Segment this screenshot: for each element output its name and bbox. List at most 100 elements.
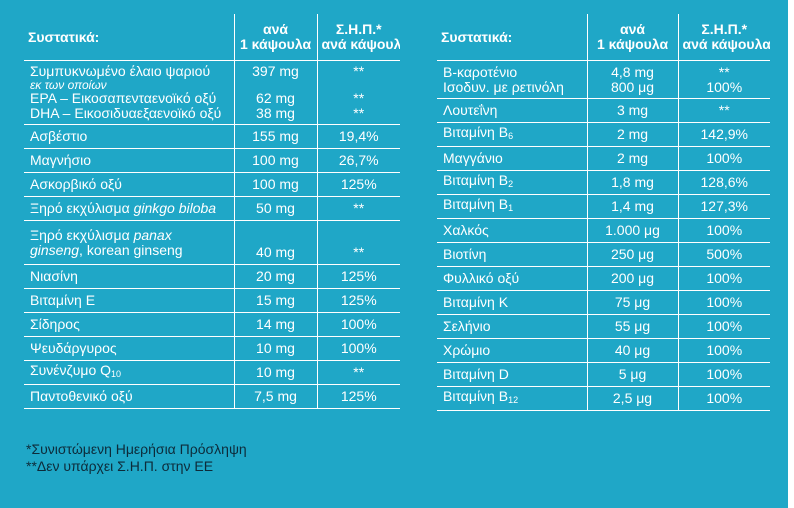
ingredient-name: Συμπυκνωμένο έλαιο ψαριού εκ των οποίων … xyxy=(24,60,235,125)
ingredient-name: Βιταμίνη Ε xyxy=(24,288,235,313)
ingredient-name: Βιταμίνη B12 xyxy=(437,386,588,411)
rda-cell: 500% xyxy=(678,242,770,267)
fish-oil-amount: 397 mg xyxy=(252,63,299,79)
ingredient-name: Ψευδάργυρος xyxy=(24,336,235,361)
vitamin-b12-subscript: 12 xyxy=(508,395,519,405)
ingredients-header: Συστατικά: xyxy=(24,14,235,61)
ingredient-name: Μαγνήσιο xyxy=(24,148,235,173)
table-row: Βιταμίνη B12 2,5 μg 100% xyxy=(437,386,770,411)
table-row: Συνένζυμο Q10 10 mg ** xyxy=(24,360,400,385)
ingredient-name: Φυλλικό οξύ xyxy=(437,266,588,291)
page-edge xyxy=(788,0,794,508)
ingredient-name: Συνένζυμο Q10 xyxy=(24,360,235,385)
amount-cell: 155 mg xyxy=(234,124,318,149)
amount-cell: 250 μg xyxy=(587,242,679,267)
rda-cell: ** xyxy=(317,220,400,265)
amount-cell: 40 μg xyxy=(587,338,679,363)
table-row: Φυλλικό οξύ 200 μg 100% xyxy=(437,266,770,291)
dha-rda: ** xyxy=(353,105,365,121)
rda-cell: 100% xyxy=(678,290,770,315)
amount-cell: 2 mg xyxy=(587,122,679,147)
rda-cell: ** 100% xyxy=(678,60,770,99)
ginseng-label-line2-italic: ginseng xyxy=(30,241,80,258)
table-row: Ξηρό εκχύλισμα ginkgo biloba 50 mg ** xyxy=(24,196,400,221)
fish-oil-label: Συμπυκνωμένο έλαιο ψαριού xyxy=(30,63,211,79)
table-row: Χαλκός 1.000 μg 100% xyxy=(437,218,770,243)
rda-cell: 26,7% xyxy=(317,148,400,173)
table-row: Παντοθενικό οξύ 7,5 mg 125% xyxy=(24,384,400,409)
retinol-equiv-label: Ισοδυν. με ρετινόλη xyxy=(443,78,564,95)
amount-cell: 20 mg xyxy=(234,264,318,289)
ingredient-name: Μαγγάνιο xyxy=(437,146,588,171)
rda-cell: 100% xyxy=(678,266,770,291)
rda-cell: ** ** ** xyxy=(317,60,400,125)
rda-cell: 100% xyxy=(317,312,400,337)
fish-oil-note: εκ των οποίων xyxy=(30,78,107,92)
table-row: Βιταμίνη D 5 μg 100% xyxy=(437,362,770,387)
vitamin-b12-label: Βιταμίνη B xyxy=(443,388,509,404)
ginkgo-label-italic: ginkgo biloba xyxy=(133,200,217,216)
rda-cell: ** xyxy=(317,360,400,385)
beta-carotene-label: Β-καροτένιο xyxy=(443,63,518,80)
nutrition-table-right: Συστατικά: ανά 1 κάψουλα Σ.Η.Π.* ανά κάψ… xyxy=(437,14,770,411)
amount-cell: 2,5 μg xyxy=(587,386,679,411)
amount-cell: 1.000 μg xyxy=(587,218,679,243)
amount-cell: 75 μg xyxy=(587,290,679,315)
per-capsule-header-line1: ανά xyxy=(620,21,645,37)
vitamin-b1-label: Βιταμίνη B xyxy=(443,196,509,212)
per-capsule-header-line1: ανά xyxy=(263,21,288,37)
table-row: Χρώμιο 40 μg 100% xyxy=(437,338,770,363)
table-row: Λουτεΐνη 3 mg ** xyxy=(437,98,770,123)
retinol-equiv-amount: 800 μg xyxy=(610,78,655,95)
rda-cell: 100% xyxy=(678,146,770,171)
table-row: Β-καροτένιο Ισοδυν. με ρετινόλη 4,8 mg 8… xyxy=(437,60,770,99)
ginseng-label-italic: panax xyxy=(133,226,172,243)
ingredient-name: Ξηρό εκχύλισμα panax ginseng, korean gin… xyxy=(24,220,235,265)
amount-cell: 3 mg xyxy=(587,98,679,123)
epa-amount: 62 mg xyxy=(256,90,295,106)
amount-cell: 4,8 mg 800 μg xyxy=(587,60,679,99)
amount-cell: 5 μg xyxy=(587,362,679,387)
rda-cell: 125% xyxy=(317,384,400,409)
ingredient-name: Βιταμίνη Κ xyxy=(437,290,588,315)
ingredient-name: Βιταμίνη B1 xyxy=(437,194,588,219)
amount-cell: 397 mg 62 mg 38 mg xyxy=(234,60,318,125)
retinol-equiv-rda: 100% xyxy=(706,78,743,95)
rda-cell: 125% xyxy=(317,172,400,197)
table-row: Ασβέστιο 155 mg 19,4% xyxy=(24,124,400,149)
ingredient-name: Νιασίνη xyxy=(24,264,235,289)
rda-cell: 127,3% xyxy=(678,194,770,219)
table-header-row: Συστατικά: ανά 1 κάψουλα Σ.Η.Π.* ανά κάψ… xyxy=(437,14,770,61)
rda-header: Σ.Η.Π.* ανά κάψουλα xyxy=(317,14,400,61)
ingredient-name: Λουτεΐνη xyxy=(437,98,588,123)
rda-cell: 100% xyxy=(678,338,770,363)
per-capsule-header: ανά 1 κάψουλα xyxy=(587,14,679,61)
ingredient-name: Χαλκός xyxy=(437,218,588,243)
rda-cell: 100% xyxy=(678,362,770,387)
ingredient-name: Βιταμίνη D xyxy=(437,362,588,387)
table-row: Βιοτίνη 250 μg 500% xyxy=(437,242,770,267)
footnote-rda: *Συνιστώμενη Ημερήσια Πρόσληψη xyxy=(26,441,247,457)
rda-cell: 19,4% xyxy=(317,124,400,149)
table-header-row: Συστατικά: ανά 1 κάψουλα Σ.Η.Π.* ανά κάψ… xyxy=(24,14,400,61)
ingredient-name: Παντοθενικό οξύ xyxy=(24,384,235,409)
epa-label: EPA – Εικοσαπενταενοϊκό οξύ xyxy=(30,90,217,106)
table-row: Βιταμίνη B2 1,8 mg 128,6% xyxy=(437,170,770,195)
dha-amount: 38 mg xyxy=(256,105,295,121)
rda-cell: 125% xyxy=(317,288,400,313)
per-capsule-header-line2: 1 κάψουλα xyxy=(239,36,312,52)
ingredient-name: Ασκορβικό οξύ xyxy=(24,172,235,197)
rda-cell: 125% xyxy=(317,264,400,289)
coq10-label: Συνένζυμο Q xyxy=(30,362,112,378)
beta-carotene-rda: ** xyxy=(718,63,730,80)
table-row: Σελήνιο 55 μg 100% xyxy=(437,314,770,339)
amount-cell: 50 mg xyxy=(234,196,318,221)
beta-carotene-amount: 4,8 mg xyxy=(611,63,654,80)
ingredient-name: Β-καροτένιο Ισοδυν. με ρετινόλη xyxy=(437,60,588,99)
amount-cell: 10 mg xyxy=(234,360,318,385)
rda-cell: 128,6% xyxy=(678,170,770,195)
ingredient-name: Ασβέστιο xyxy=(24,124,235,149)
table-row: Βιταμίνη B6 2 mg 142,9% xyxy=(437,122,770,147)
ginkgo-label-plain: Ξηρό εκχύλισμα xyxy=(30,200,134,216)
table-row: Βιταμίνη Ε 15 mg 125% xyxy=(24,288,400,313)
